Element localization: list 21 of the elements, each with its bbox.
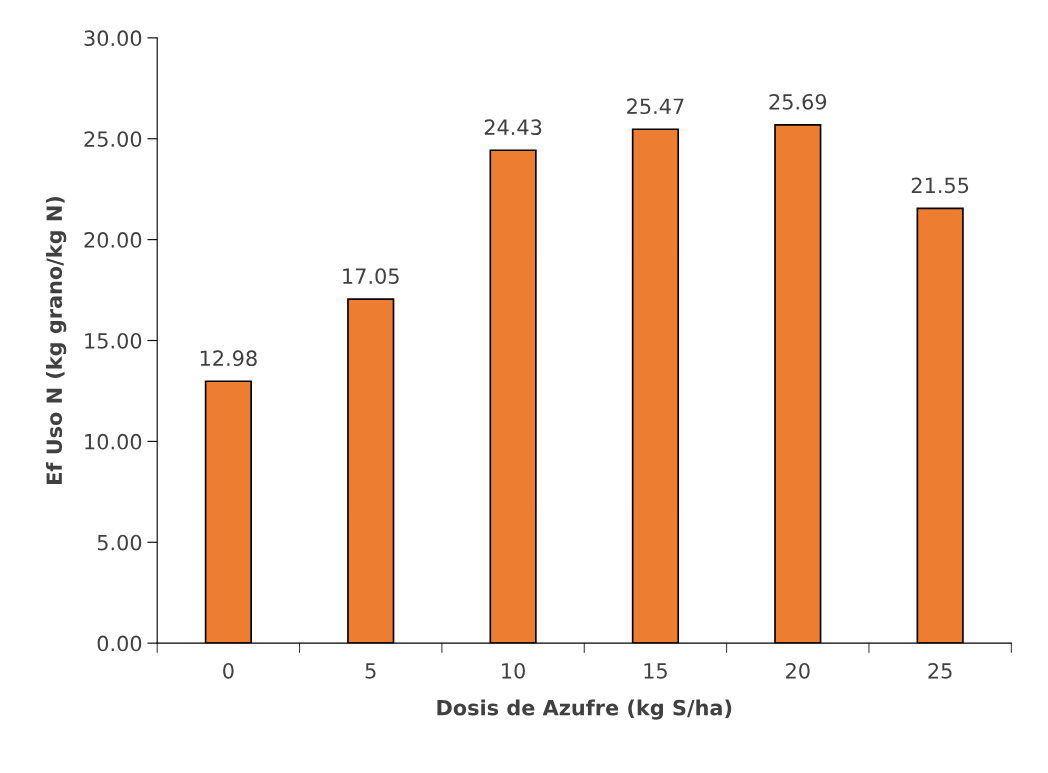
x-tick-label: 10 <box>502 662 525 679</box>
y-axis-title: Ef Uso N (kg grano/kg N) <box>45 196 67 484</box>
y-tick-label: 25.00 <box>84 131 142 147</box>
y-tick-label: 20.00 <box>84 232 142 248</box>
data-label: 21.55 <box>911 177 969 194</box>
y-tick-label: 30.00 <box>84 30 142 47</box>
x-tick-label: 5 <box>365 663 376 679</box>
x-tick-label: 25 <box>928 662 952 679</box>
x-tick-label: 15 <box>644 663 667 679</box>
x-tick-label: 20 <box>786 662 810 679</box>
data-label: 24.43 <box>484 119 542 136</box>
data-label: 17.05 <box>343 268 399 284</box>
y-tick-label: 0.00 <box>97 635 142 652</box>
data-label: 25.69 <box>769 93 827 110</box>
y-tick-label: 5.00 <box>97 534 142 551</box>
data-label: 12.98 <box>200 350 257 367</box>
y-tick-label: 15.00 <box>85 332 142 349</box>
y-tick-label: 10.00 <box>85 433 142 450</box>
x-axis-title: Dosis de Azufre (kg S/ha) <box>437 699 732 720</box>
x-tick-label: 0 <box>223 662 234 679</box>
data-label: 25.47 <box>627 98 684 115</box>
